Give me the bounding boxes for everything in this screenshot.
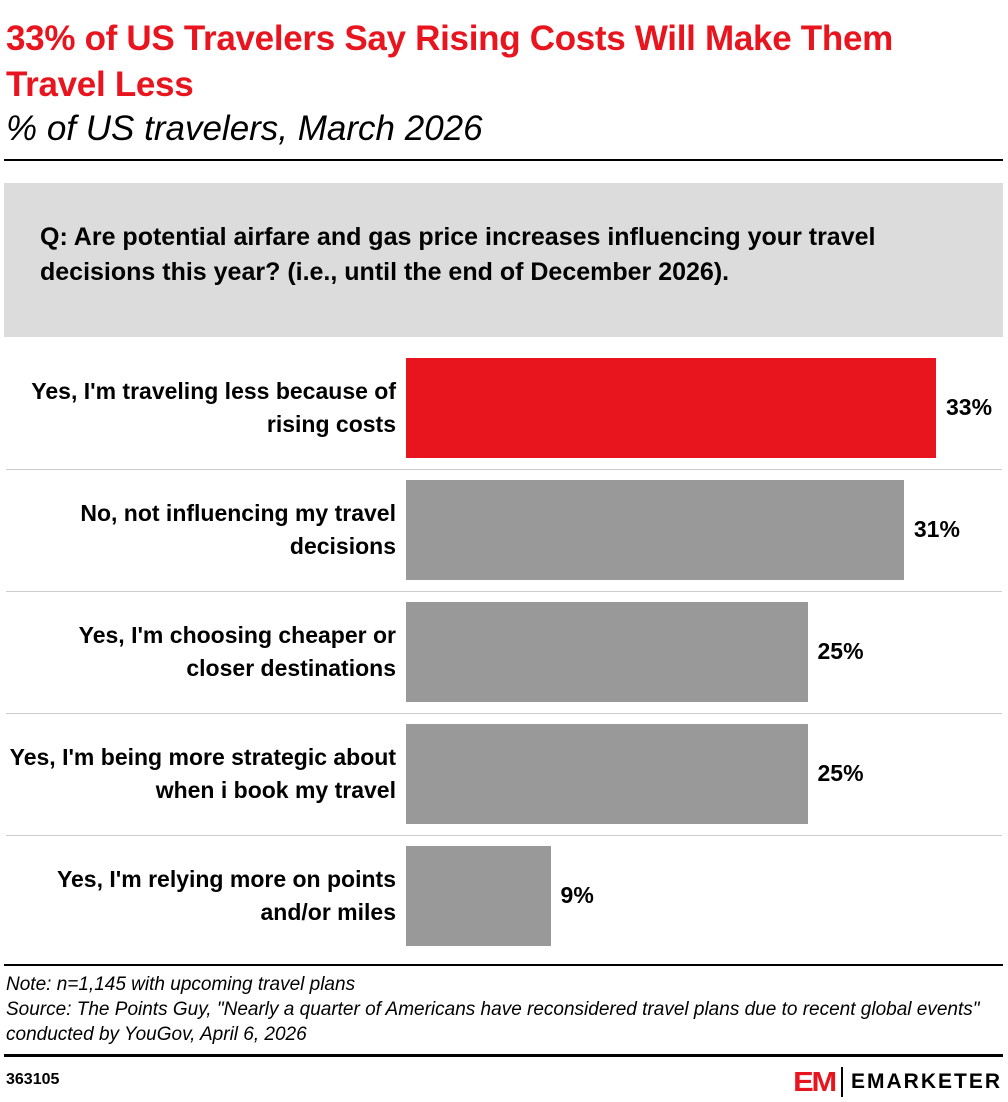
- data-label: 25%: [817, 638, 864, 664]
- data-label: 31%: [913, 516, 960, 542]
- category-label: Yes, I'm relying more on points and/or m…: [56, 866, 396, 925]
- bar: [406, 480, 904, 580]
- logo-text: EMARKETER: [850, 1070, 1002, 1093]
- divider: [4, 159, 1003, 161]
- bar: [406, 724, 808, 824]
- row-separator: [6, 591, 1002, 592]
- divider: [4, 964, 1003, 966]
- chart-id: 363105: [6, 1071, 60, 1088]
- row-separator: [6, 469, 1002, 470]
- survey-question: Q: Are potential airfare and gas price i…: [40, 223, 876, 286]
- emarketer-logo: EM EMARKETER: [793, 1066, 1002, 1098]
- category-label: Yes, I'm traveling less because of risin…: [31, 378, 396, 437]
- category-label: Yes, I'm choosing cheaper or closer dest…: [78, 622, 396, 681]
- data-label: 25%: [817, 760, 864, 786]
- category-label: No, not influencing my travel decisions: [80, 500, 396, 559]
- note-text: Note: n=1,145 with upcoming travel plans: [6, 974, 356, 995]
- footnote: Note: n=1,145 with upcoming travel plans…: [6, 972, 1006, 1047]
- logo-divider: [840, 1067, 843, 1097]
- bar: [406, 846, 551, 946]
- chart-title: 33% of US Travelers Say Rising Costs Wil…: [6, 19, 893, 104]
- logo-mark: EM: [793, 1066, 837, 1097]
- source-text: Source: The Points Guy, "Nearly a quarte…: [6, 999, 980, 1045]
- chart-subtitle: % of US travelers, March 2026: [6, 109, 483, 148]
- bar: [406, 602, 808, 702]
- data-label: 9%: [560, 882, 594, 908]
- question-box: [4, 183, 1003, 337]
- bar: [406, 358, 936, 458]
- row-separator: [6, 713, 1002, 714]
- divider: [4, 1054, 1003, 1057]
- row-separator: [6, 835, 1002, 836]
- category-label: Yes, I'm being more strategic about when…: [9, 744, 396, 803]
- data-label: 33%: [946, 394, 993, 420]
